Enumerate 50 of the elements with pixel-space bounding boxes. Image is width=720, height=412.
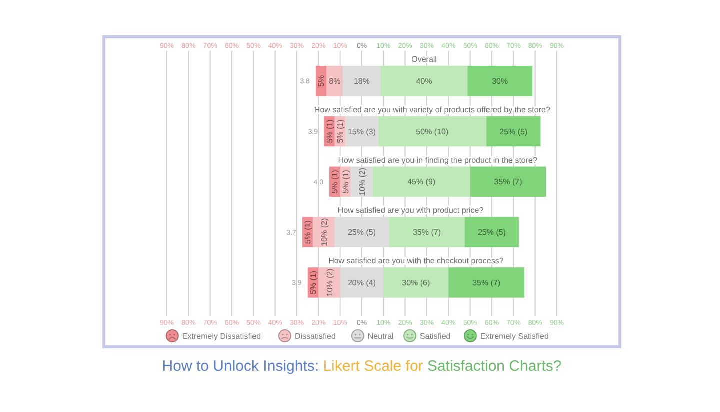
bar <box>340 268 384 298</box>
bar <box>372 166 470 198</box>
legend-label: Extremely Satisfied <box>480 332 549 341</box>
data-label: 5% <box>317 75 326 87</box>
bar <box>346 116 378 147</box>
data-label: 35% (7) <box>472 278 501 288</box>
bar <box>470 166 546 198</box>
data-label: 45% (9) <box>408 178 436 187</box>
data-label: 5% (1) <box>342 170 351 194</box>
bar <box>468 66 533 96</box>
data-label: 40% <box>416 76 432 86</box>
data-label: 35% (7) <box>494 178 523 187</box>
bar <box>378 116 487 147</box>
data-label: 25% (5) <box>478 228 506 238</box>
data-label: 25% (5) <box>348 228 376 238</box>
legend-label: Satisfied <box>420 332 451 341</box>
data-label: 50% (10) <box>416 127 449 136</box>
data-label: 30% (6) <box>402 278 431 288</box>
legend-label: Dissatisfied <box>295 332 336 341</box>
data-label: 5% (1) <box>325 119 334 144</box>
legend-label: Neutral <box>368 332 394 341</box>
y-tick-label: How satisfied are you in finding the product in the store? <box>338 156 538 165</box>
bar <box>448 268 524 298</box>
data-label: 5% (1) <box>304 220 313 244</box>
legend-label: Extremely Dissatisfied <box>182 332 262 341</box>
chart-title: How to Unlock Insights: Likert Scale for Satisfaction Charts? <box>162 358 562 375</box>
data-label: 10% (2) <box>325 268 334 297</box>
data-label: 15% (3) <box>348 127 376 136</box>
data-label: 5% (1) <box>309 270 318 294</box>
bar <box>334 217 390 248</box>
data-label: 8% <box>329 76 341 86</box>
data-label: 20% (4) <box>348 278 376 288</box>
bar <box>384 268 449 298</box>
bar <box>486 116 541 147</box>
bar <box>343 66 381 96</box>
data-label: 18% <box>354 76 370 86</box>
data-label: 35% (7) <box>412 228 442 238</box>
data-label: 10% (2) <box>320 218 329 246</box>
data-label: 5% (1) <box>330 170 340 194</box>
y-tick-label: Overall <box>412 55 438 64</box>
data-label: 5% (1) <box>336 119 346 144</box>
data-label: 10% (2) <box>358 168 367 196</box>
bar <box>464 217 520 248</box>
y-tick-label: How satisfied are you with variety of products offered by the store? <box>314 105 551 114</box>
bar <box>380 66 468 96</box>
bar <box>389 217 465 248</box>
data-label: 25% (5) <box>500 127 528 136</box>
y-tick-label: How satisfied are you with product price? <box>338 206 484 216</box>
y-tick-label: How satisfied are you with the checkout process? <box>328 256 504 266</box>
data-label: 30% <box>492 76 508 86</box>
